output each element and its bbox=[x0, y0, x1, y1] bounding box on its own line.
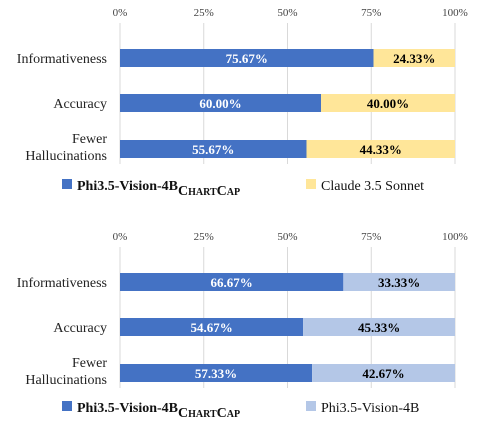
bar-segment bbox=[373, 49, 455, 67]
legend-swatch bbox=[306, 179, 316, 189]
category-label: Fewer Hallucinations bbox=[25, 356, 107, 388]
category-label: Informativeness bbox=[17, 52, 107, 67]
data-label: 75.67% bbox=[226, 51, 268, 66]
legend-label: Phi3.5-Vision-4B bbox=[321, 401, 419, 416]
data-label: 54.67% bbox=[190, 320, 232, 335]
x-tick-label: 75% bbox=[361, 7, 381, 19]
legend-label: Phi3.5-Vision-4BCHARTCAP bbox=[77, 401, 240, 421]
data-label: 45.33% bbox=[358, 320, 400, 335]
legend-swatch bbox=[306, 401, 316, 411]
data-label: 66.67% bbox=[211, 275, 253, 290]
bar-segment bbox=[120, 273, 344, 291]
x-tick-label: 100% bbox=[442, 231, 468, 243]
x-tick-label: 50% bbox=[277, 7, 297, 19]
category-label: Accuracy bbox=[53, 321, 107, 336]
legend-swatch bbox=[62, 179, 72, 189]
bar-segment bbox=[321, 94, 455, 112]
legend-swatch bbox=[62, 401, 72, 411]
category-label: Accuracy bbox=[53, 97, 107, 112]
x-tick-label: 50% bbox=[277, 231, 297, 243]
bar-segment bbox=[120, 318, 304, 336]
data-label: 55.67% bbox=[192, 142, 234, 157]
x-tick-label: 0% bbox=[113, 7, 128, 19]
legend-label: Claude 3.5 Sonnet bbox=[321, 179, 424, 194]
x-tick-label: 100% bbox=[442, 7, 468, 19]
category-label: Fewer Hallucinations bbox=[25, 132, 107, 164]
data-label: 60.00% bbox=[199, 96, 241, 111]
data-label: 57.33% bbox=[195, 366, 237, 381]
data-label: 40.00% bbox=[367, 96, 409, 111]
bar-segment bbox=[303, 318, 455, 336]
data-label: 24.33% bbox=[393, 51, 435, 66]
x-tick-label: 25% bbox=[194, 7, 214, 19]
x-tick-label: 75% bbox=[361, 231, 381, 243]
x-tick-label: 0% bbox=[113, 231, 128, 243]
x-tick-label: 25% bbox=[194, 231, 214, 243]
bar-segment bbox=[120, 49, 374, 67]
bar-segment bbox=[306, 140, 455, 158]
bar-segment bbox=[312, 364, 455, 382]
bar-segment bbox=[120, 364, 313, 382]
data-label: 42.67% bbox=[362, 366, 404, 381]
data-label: 33.33% bbox=[378, 275, 420, 290]
category-label: Informativeness bbox=[17, 276, 107, 291]
data-label: 44.33% bbox=[360, 142, 402, 157]
legend-label: Phi3.5-Vision-4BCHARTCAP bbox=[77, 179, 240, 199]
bar-segment bbox=[120, 140, 307, 158]
bar-segment bbox=[343, 273, 455, 291]
bar-segment bbox=[120, 94, 321, 112]
